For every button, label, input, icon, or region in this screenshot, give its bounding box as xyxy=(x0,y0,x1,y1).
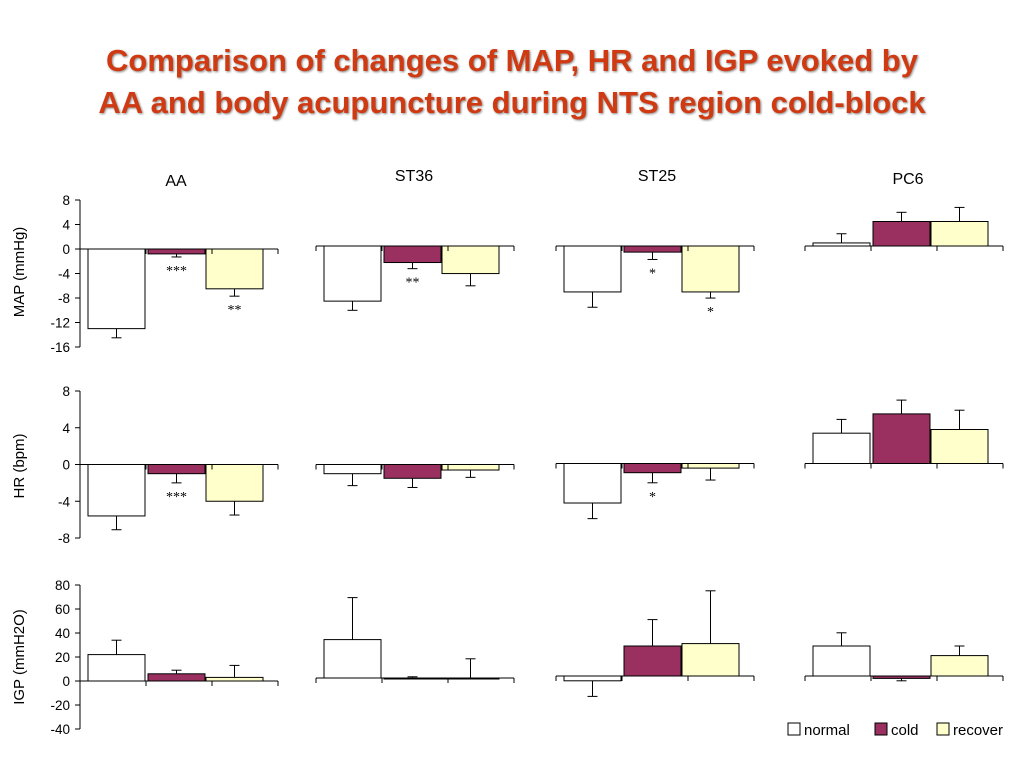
bar-cold xyxy=(623,463,682,474)
bar-normal xyxy=(812,645,871,677)
bar-cold xyxy=(383,245,442,264)
bar-recover xyxy=(205,248,264,290)
bar-cold xyxy=(872,413,931,465)
legend-label-recover: recover xyxy=(953,722,1003,739)
significance-marker: * xyxy=(649,266,656,281)
significance-marker: ** xyxy=(228,303,242,318)
legend-swatch-normal xyxy=(787,722,801,736)
bar-normal xyxy=(87,464,146,517)
bar-recover xyxy=(681,463,740,469)
y-tick-label: -8 xyxy=(58,531,70,546)
y-tick-label: -8 xyxy=(58,291,70,306)
y-tick-label: 4 xyxy=(62,218,70,233)
y-tick-label: 4 xyxy=(62,421,70,436)
significance-marker: * xyxy=(707,305,714,320)
bar-normal xyxy=(563,245,622,293)
bar-cold xyxy=(623,245,682,253)
bar-cold xyxy=(147,248,206,255)
bar-recover xyxy=(681,643,740,677)
bar-normal xyxy=(87,654,146,682)
legend-swatch-recover xyxy=(936,722,950,736)
y-axis-title: IGP (mmH2O) xyxy=(11,609,28,705)
bar-normal xyxy=(323,464,382,475)
title-line-1: Comparison of changes of MAP, HR and IGP… xyxy=(106,43,918,78)
y-axis-title: MAP (mmHg) xyxy=(11,227,28,318)
y-tick-label: 0 xyxy=(62,458,70,473)
y-tick-label: 0 xyxy=(62,242,70,257)
bar-normal xyxy=(87,248,146,330)
title-line-2: AA and body acupuncture during NTS regio… xyxy=(98,85,926,120)
panel-title-st36: ST36 xyxy=(395,168,433,185)
bar-recover xyxy=(930,655,989,677)
y-tick-label: -40 xyxy=(50,722,70,737)
y-tick-label: -4 xyxy=(58,494,70,509)
slide-title: Comparison of changes of MAP, HR and IGP… xyxy=(0,40,1024,124)
y-tick-label: -12 xyxy=(50,316,70,331)
y-tick-label: -4 xyxy=(58,267,70,282)
y-axis-title: HR (bpm) xyxy=(11,433,28,498)
bar-recover xyxy=(205,676,264,682)
y-tick-label: 8 xyxy=(62,384,70,399)
significance-marker: *** xyxy=(166,264,187,279)
y-tick-label: 0 xyxy=(62,674,70,689)
bar-recover xyxy=(930,221,989,247)
panel-title-st25: ST25 xyxy=(638,168,676,185)
significance-marker: ** xyxy=(406,276,420,291)
panel-title-aa: AA xyxy=(165,173,187,190)
y-tick-label: 60 xyxy=(55,602,70,617)
bar-normal xyxy=(323,639,382,679)
significance-marker: * xyxy=(649,490,656,505)
legend-label-normal: normal xyxy=(804,722,850,739)
bar-normal xyxy=(323,245,382,302)
bar-normal xyxy=(563,675,622,682)
y-tick-label: 40 xyxy=(55,626,70,641)
bar-recover xyxy=(681,245,740,293)
bar-recover xyxy=(930,429,989,465)
bar-cold xyxy=(147,464,206,475)
y-tick-label: -20 xyxy=(50,698,70,713)
y-tick-label: -16 xyxy=(50,340,70,355)
bar-recover xyxy=(205,464,264,502)
bar-cold xyxy=(147,673,206,682)
bar-normal xyxy=(563,463,622,504)
panel-title-pc6: PC6 xyxy=(892,171,923,188)
bar-cold xyxy=(383,464,442,479)
significance-marker: *** xyxy=(166,490,187,505)
bar-recover xyxy=(441,464,500,471)
legend-label-cold: cold xyxy=(891,722,919,739)
y-tick-label: 20 xyxy=(55,650,70,665)
bar-recover xyxy=(441,245,500,275)
bar-normal xyxy=(812,432,871,464)
y-tick-label: 80 xyxy=(55,578,70,593)
y-tick-label: 8 xyxy=(62,193,70,208)
bar-cold xyxy=(623,645,682,677)
bar-cold xyxy=(872,221,931,247)
legend-swatch-cold xyxy=(874,722,888,736)
